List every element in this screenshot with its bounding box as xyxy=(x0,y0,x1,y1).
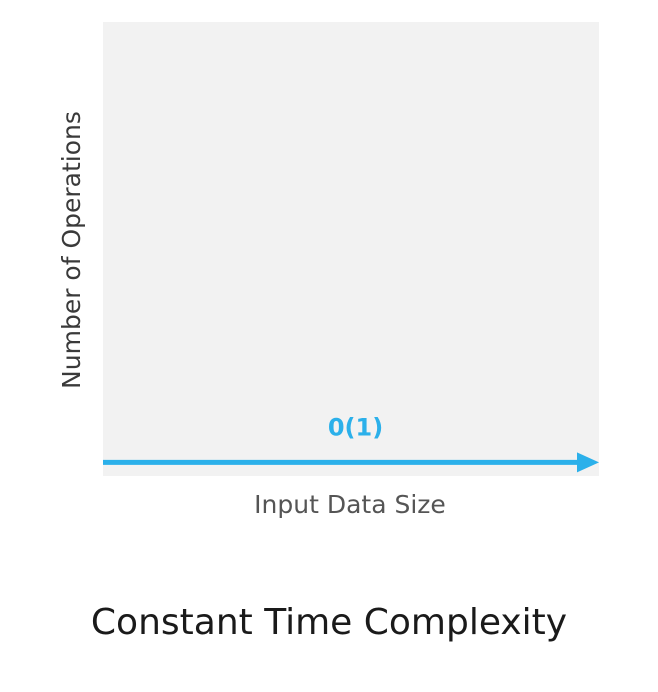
plot-background xyxy=(103,22,599,476)
chart-svg: 0(1) xyxy=(103,22,599,476)
chart-container: 0(1) Number of Operations Input Data Siz… xyxy=(57,22,599,519)
series-label-0: 0(1) xyxy=(328,413,383,441)
x-axis-label: Input Data Size xyxy=(254,490,446,519)
series-layer: 0(1) xyxy=(103,413,599,473)
figure-caption: Constant Time Complexity xyxy=(90,602,568,643)
y-axis-label: Number of Operations xyxy=(57,111,86,389)
series-arrowhead-0 xyxy=(577,452,599,473)
